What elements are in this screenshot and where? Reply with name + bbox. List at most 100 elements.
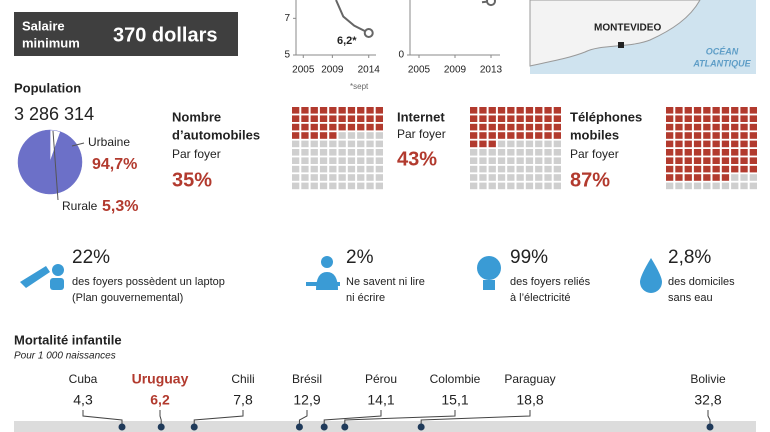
leader bbox=[420, 410, 531, 426]
waffle-cell bbox=[525, 182, 534, 190]
waffle-cell bbox=[497, 174, 506, 181]
waffle-cell bbox=[721, 149, 730, 156]
waffle-cell bbox=[516, 174, 524, 181]
waffle-cell bbox=[329, 123, 337, 131]
leader bbox=[344, 410, 456, 426]
waffle-title: Nombre bbox=[172, 109, 221, 124]
waffle-cell bbox=[675, 107, 683, 114]
waffle-cell bbox=[338, 123, 346, 131]
waffle-cell bbox=[329, 140, 337, 148]
waffle-cell bbox=[516, 149, 524, 156]
waffle-cell bbox=[749, 182, 757, 190]
waffle-cell bbox=[347, 165, 356, 173]
waffle-cell bbox=[375, 123, 383, 131]
leader bbox=[298, 410, 308, 426]
pie-title: Population bbox=[14, 80, 81, 95]
waffle-cell bbox=[338, 149, 346, 156]
waffle-cell bbox=[329, 174, 337, 181]
y-tick-label: 5 bbox=[284, 50, 290, 61]
waffle-cell bbox=[740, 132, 748, 139]
waffle-value: 35% bbox=[172, 169, 212, 191]
waffle-cell bbox=[310, 123, 318, 131]
pie-label: Rurale bbox=[62, 199, 98, 213]
waffle-cell bbox=[535, 149, 543, 156]
waffle-cell bbox=[347, 182, 356, 190]
waffle-cell bbox=[740, 149, 748, 156]
waffle-cell bbox=[301, 123, 309, 131]
y-tick-label: 7 bbox=[284, 13, 290, 24]
point bbox=[363, 28, 374, 38]
fact-value: 22% bbox=[72, 247, 110, 268]
x-tick-label: 2009 bbox=[321, 65, 344, 76]
waffle-cell bbox=[553, 174, 561, 181]
waffle-cell bbox=[329, 132, 337, 139]
waffle-cell bbox=[497, 132, 506, 139]
waffle-cell bbox=[553, 149, 561, 156]
waffle-cell bbox=[535, 174, 543, 181]
leader bbox=[159, 410, 162, 426]
waffle-cell bbox=[535, 182, 543, 190]
dot-value: 18,8 bbox=[516, 392, 543, 408]
waffle-cell bbox=[703, 140, 711, 148]
waffle-cell bbox=[516, 157, 524, 164]
waffle-cell bbox=[525, 157, 534, 164]
waffle-cell bbox=[357, 123, 365, 131]
waffle-cell bbox=[347, 149, 356, 156]
waffle-cell bbox=[507, 140, 515, 148]
waffle-cell bbox=[301, 132, 309, 139]
waffle-cell bbox=[497, 123, 506, 131]
waffle-cell bbox=[666, 182, 674, 190]
waffle-cell bbox=[357, 149, 365, 156]
waffle-cell bbox=[749, 132, 757, 139]
waffle-cell bbox=[544, 123, 552, 131]
waffle-cell bbox=[525, 132, 534, 139]
waffle-cell bbox=[366, 149, 374, 156]
pie-label: Urbaine bbox=[88, 135, 130, 149]
waffle-cell bbox=[693, 149, 702, 156]
waffle-cell bbox=[693, 165, 702, 173]
waffle-cell bbox=[731, 157, 739, 164]
waffle-cell bbox=[507, 123, 515, 131]
waffle-cell bbox=[338, 182, 346, 190]
waffle-cell bbox=[488, 157, 496, 164]
waffle-cell bbox=[497, 165, 506, 173]
waffle-cell bbox=[292, 115, 300, 122]
waffle-cell bbox=[329, 165, 337, 173]
waffle-title: d’automobiles bbox=[172, 127, 260, 142]
dot-label: Pérou bbox=[365, 372, 397, 386]
dot-value: 12,9 bbox=[293, 392, 320, 408]
waffle-cell bbox=[731, 107, 739, 114]
waffle-title: Téléphones bbox=[570, 109, 642, 124]
waffle-cell bbox=[366, 157, 374, 164]
waffle-cell bbox=[703, 123, 711, 131]
waffle-cell bbox=[338, 107, 346, 114]
waffle-cell bbox=[721, 174, 730, 181]
fact-text: à l’électricité bbox=[510, 292, 571, 304]
waffle-cell bbox=[544, 132, 552, 139]
waffle-cell bbox=[497, 182, 506, 190]
waffle-cell bbox=[338, 165, 346, 173]
waffle-cell bbox=[329, 115, 337, 122]
waffle-cell bbox=[684, 182, 692, 190]
waffle-cell bbox=[488, 149, 496, 156]
fact-value: 99% bbox=[510, 247, 548, 268]
waffle-cell bbox=[470, 123, 478, 131]
waffle-cell bbox=[319, 174, 328, 181]
dot-label: Brésil bbox=[292, 372, 322, 386]
dot-value: 15,1 bbox=[441, 392, 468, 408]
waffle-cell bbox=[292, 174, 300, 181]
waffle-cell bbox=[525, 149, 534, 156]
waffle-cell bbox=[357, 132, 365, 139]
waffle-cell bbox=[329, 149, 337, 156]
waffle-cell bbox=[721, 157, 730, 164]
dot bbox=[417, 423, 425, 431]
waffle-cell bbox=[731, 182, 739, 190]
waffle-cell bbox=[310, 140, 318, 148]
waffle-cell bbox=[740, 115, 748, 122]
map bbox=[529, 0, 756, 74]
waffle-cell bbox=[703, 157, 711, 164]
waffle-cell bbox=[470, 157, 478, 164]
fact-text: ni écrire bbox=[346, 292, 385, 304]
waffle-cell bbox=[319, 132, 328, 139]
waffle-cell bbox=[497, 115, 506, 122]
